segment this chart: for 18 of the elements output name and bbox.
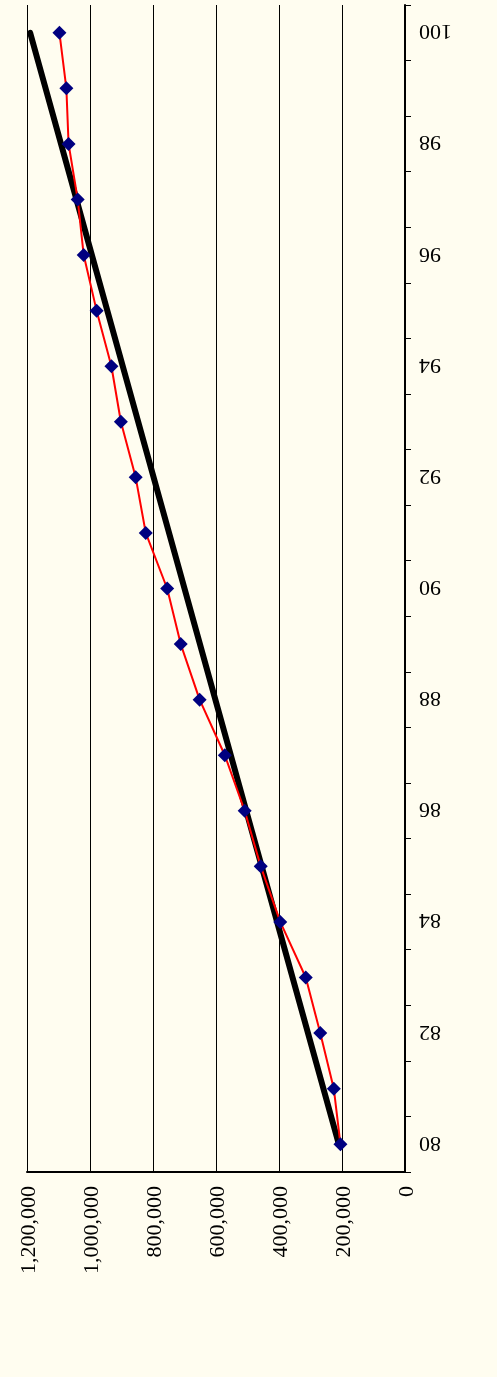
y-tick-label: 82 bbox=[419, 1020, 441, 1046]
x-tick-label: 0 bbox=[392, 1186, 418, 1197]
x-tick-label: 600,000 bbox=[203, 1186, 229, 1258]
y-tick-label: 94 bbox=[419, 353, 441, 379]
x-tick-label: 200,000 bbox=[329, 1186, 355, 1258]
y-tick-label: 90 bbox=[419, 576, 441, 601]
x-tick-label: 800,000 bbox=[140, 1186, 166, 1258]
x-tick-label: 1,200,000 bbox=[14, 1186, 40, 1274]
x-tick-label: 400,000 bbox=[266, 1186, 292, 1258]
y-tick-label: 84 bbox=[419, 909, 441, 935]
x-tick-label: 1,000,000 bbox=[77, 1186, 103, 1274]
y-tick-label: 80 bbox=[419, 1131, 441, 1157]
y-tick-label: 86 bbox=[419, 798, 441, 824]
y-tick-label: 92 bbox=[419, 464, 441, 490]
y-tick-label: 88 bbox=[419, 687, 441, 713]
y-tick-label: 100 bbox=[419, 20, 452, 46]
y-tick-label: 98 bbox=[419, 131, 441, 157]
y-tick-label: 96 bbox=[419, 242, 441, 268]
